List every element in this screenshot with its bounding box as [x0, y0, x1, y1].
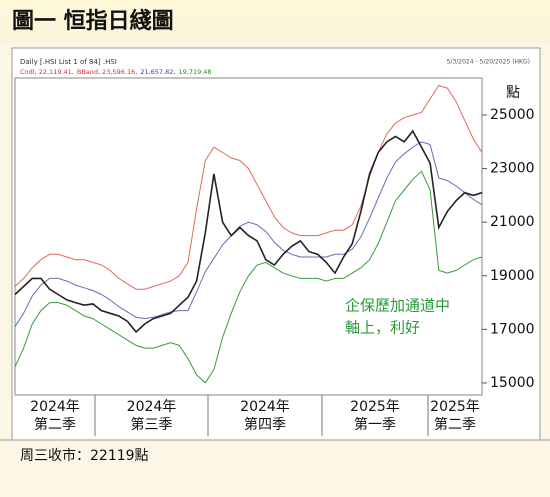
x-quarter-label: 第四季 [244, 416, 286, 433]
y-tick-label: 25000 [490, 107, 535, 123]
annotation: 軸上，利好 [345, 319, 420, 337]
x-year-label: 2024年 [240, 399, 290, 415]
x-year-label: 2025年 [350, 399, 400, 415]
x-quarter-label: 第一季 [354, 416, 396, 433]
y-tick-label: 17000 [490, 321, 535, 337]
series-line [14, 84, 483, 290]
y-tick-label: 15000 [490, 375, 535, 391]
y-tick-label: 19000 [490, 268, 535, 284]
chart-title: 圖一 恒指日綫圖 [12, 8, 174, 34]
plot-area [14, 77, 483, 396]
x-quarter-label: 第二季 [34, 416, 76, 433]
x-quarter-label: 第三季 [131, 416, 173, 433]
legend-entry: Cndl, 22,119.41, [20, 68, 74, 76]
legend-entry: 19,719.48 [178, 68, 211, 76]
y-tick-label: 23000 [490, 161, 535, 177]
footer: 周三收市：22119點 [20, 447, 149, 464]
series-line [14, 170, 483, 384]
header-left: Daily [.HSI List 1 of 84] .HSI [20, 58, 117, 66]
legend: Cndl, 22,119.41, BBand, 23,596.16, 21,657.… [20, 68, 212, 76]
x-year-label: 2024年 [127, 399, 177, 415]
y-unit: 點 [506, 85, 520, 101]
title-bar [0, 0, 550, 44]
y-tick-label: 21000 [490, 214, 535, 230]
series-line [14, 141, 483, 327]
x-quarter-label: 第二季 [434, 416, 476, 433]
header-right: 5/3/2024 - 5/20/2025 (HKG) [447, 59, 530, 66]
annotation: 企保歷加通道中 [345, 297, 450, 315]
legend-entry: BBand, 23,596.16, [77, 68, 137, 76]
x-year-label: 2025年 [430, 399, 480, 415]
x-year-label: 2024年 [30, 399, 80, 415]
series-line [14, 129, 483, 334]
legend-entry: 21,657.82, [140, 68, 175, 76]
